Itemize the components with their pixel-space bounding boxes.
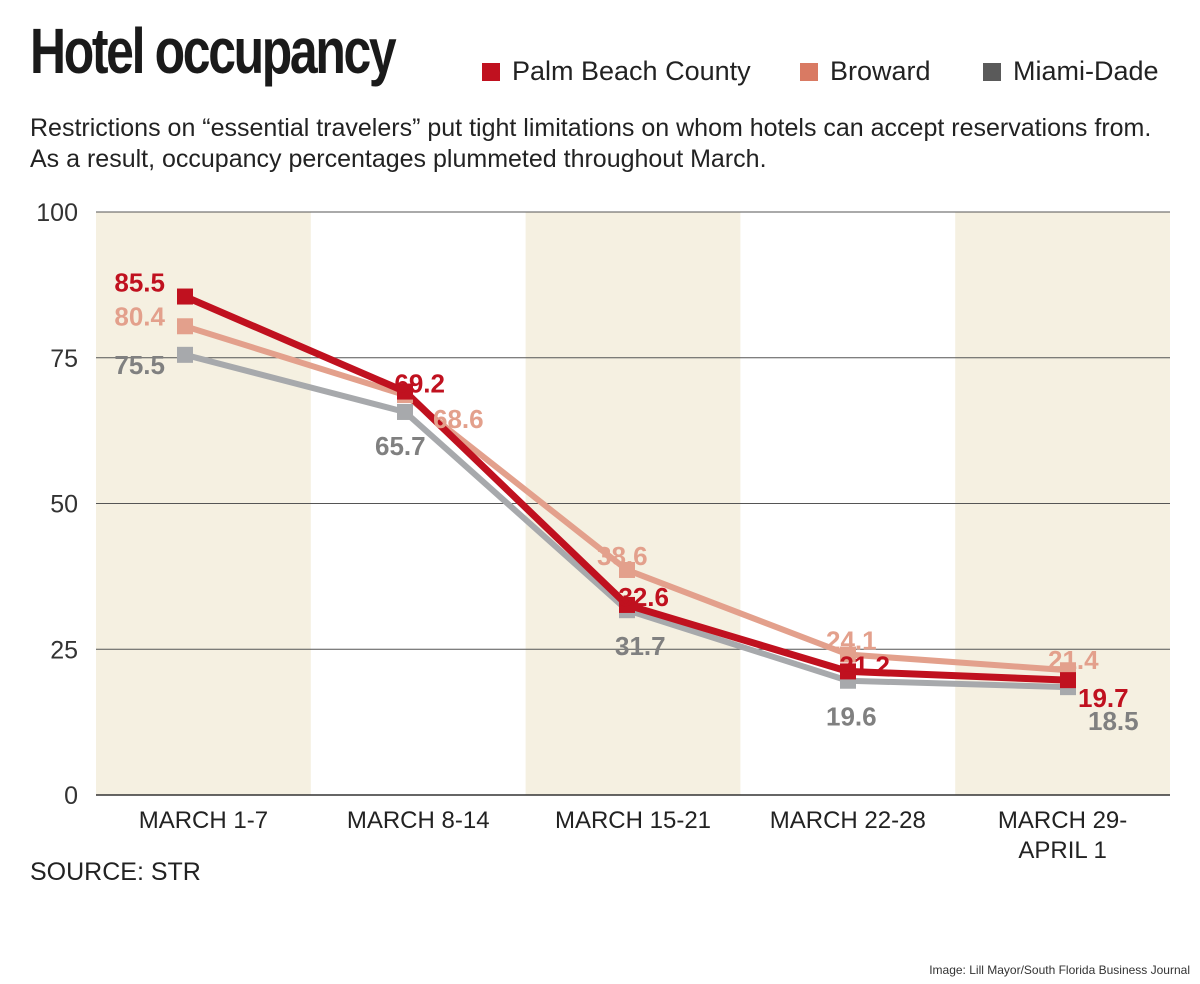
legend-label: Broward [830,56,931,86]
y-tick-label: 50 [50,491,78,519]
data-label: 80.4 [114,301,165,331]
data-label: 21.2 [839,650,890,680]
y-tick-label: 0 [64,782,78,810]
data-label: 19.6 [826,702,877,732]
data-point [397,403,413,420]
y-tick-label: 75 [50,345,78,373]
data-point [397,383,413,400]
data-point [619,596,635,613]
legend-swatch [482,62,500,81]
legend-swatch [983,62,1001,81]
legend-label: Miami-Dade [1013,56,1159,86]
image-credit: Image: Lill Mayor/South Florida Business… [929,963,1190,977]
data-point [177,288,193,305]
data-label: 18.5 [1088,706,1139,736]
data-point [619,561,635,578]
data-label: 24.1 [826,625,877,655]
x-tick-label: MARCH 22-28 [770,807,926,834]
data-label: 19.7 [1078,683,1129,713]
data-label: 85.5 [114,268,165,298]
legend-swatch [800,62,818,81]
x-tick-label: MARCH 15-21 [555,807,711,834]
data-label: 32.6 [618,582,669,612]
y-tick-label: 25 [50,636,78,664]
y-tick-label: 100 [36,199,78,227]
x-tick-label: MARCH 29- [998,807,1127,834]
data-label: 68.6 [433,404,484,434]
source-note: SOURCE: STR [30,858,201,886]
legend-palm-beach: Palm Beach County [482,56,751,87]
x-tick-label: MARCH 1-7 [139,807,268,834]
data-point [177,318,193,335]
data-point [840,646,856,663]
data-label: 75.5 [114,350,165,380]
chart-title: Hotel occupancy [30,15,397,87]
legend-label: Palm Beach County [512,56,751,86]
x-tick-label: MARCH 8-14 [347,807,490,834]
data-label: 38.6 [597,541,648,571]
data-label: 69.2 [394,369,445,399]
data-label: 65.7 [375,431,426,461]
chart-subtitle: Restrictions on “essential travelers” pu… [30,114,1152,173]
data-point [1060,672,1076,689]
data-point [840,663,856,680]
x-tick-label: APRIL 1 [1018,837,1107,864]
legend-miami-dade: Miami-Dade [983,56,1159,87]
data-point [177,346,193,363]
data-label: 31.7 [615,631,666,661]
data-label: 21.4 [1048,645,1099,675]
legend-broward: Broward [800,56,931,87]
